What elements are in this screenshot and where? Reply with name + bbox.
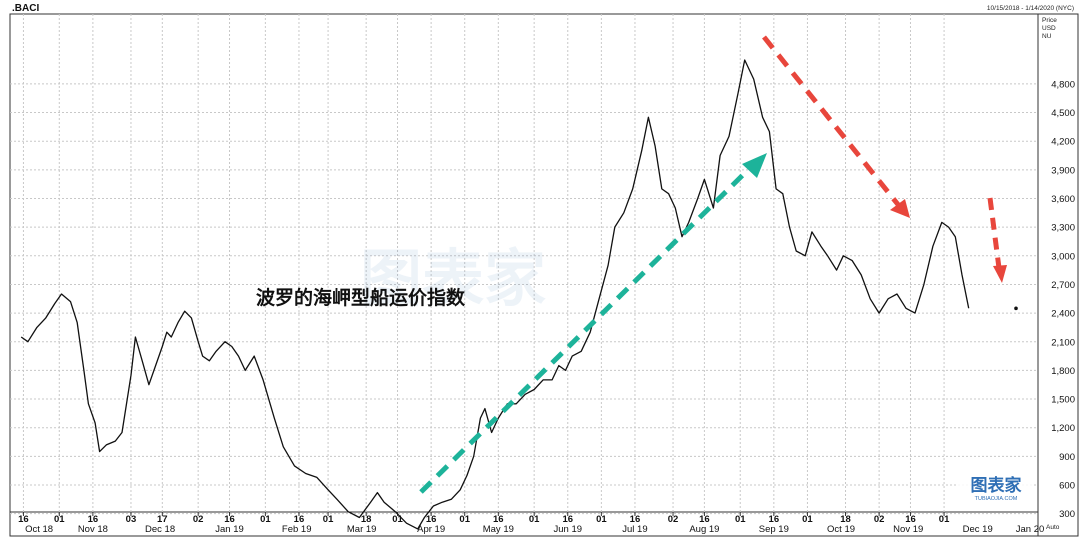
x-day-label: 01	[459, 514, 470, 525]
x-month-label: Oct 18	[25, 524, 53, 535]
x-day-label: 16	[224, 514, 235, 525]
y-tick-label: 900	[1059, 452, 1075, 463]
grid	[10, 14, 1038, 516]
chart-annotation: 波罗的海岬型船运价指数	[256, 286, 466, 309]
x-month-label: Jan 19	[215, 524, 244, 535]
y-tick-label: 600	[1059, 481, 1075, 492]
y-tick-label: 3,900	[1051, 165, 1075, 176]
y-tick-label: 4,800	[1051, 79, 1075, 90]
unit-price: Price	[1042, 17, 1057, 24]
y-tick-label: 2,100	[1051, 337, 1075, 348]
y-axis-labels: 300 600 900 1,200 1,500 1,800 2,100 2,400 2,700 3…	[1051, 79, 1075, 520]
x-day-label: 01	[596, 514, 607, 525]
x-day-label: 16	[630, 514, 641, 525]
x-day-label: 02	[193, 514, 204, 525]
date-range-label: 10/15/2018 - 1/14/2020 (NYC)	[987, 5, 1074, 12]
x-day-label: 18	[840, 514, 851, 525]
x-month-label: Jun 19	[553, 524, 582, 535]
x-day-label: 01	[735, 514, 746, 525]
baci-series-line	[20, 59, 970, 530]
auto-label[interactable]: Auto	[1046, 524, 1060, 531]
x-day-label: 01	[54, 514, 65, 525]
x-month-label: Jan 20	[1016, 524, 1045, 535]
x-month-label: Dec 18	[145, 524, 175, 535]
x-day-label: 18	[361, 514, 372, 525]
x-day-label: 03	[126, 514, 137, 525]
symbol-label: .BACI	[12, 3, 39, 14]
x-month-label: Sep 19	[759, 524, 789, 535]
x-month-label: Nov 18	[78, 524, 108, 535]
down-trend-arrow-2	[987, 197, 1007, 283]
x-month-label: Mar 19	[347, 524, 377, 535]
down-trend-arrow-1	[762, 35, 910, 218]
up-trend-arrow	[419, 153, 767, 494]
x-day-label: 16	[699, 514, 710, 525]
x-day-label: 17	[157, 514, 168, 525]
x-month-label: Oct 19	[827, 524, 855, 535]
unit-nu: NU	[1042, 33, 1052, 40]
y-tick-label: 3,600	[1051, 194, 1075, 205]
y-tick-label: 300	[1059, 509, 1075, 520]
x-day-label: 01	[392, 514, 403, 525]
x-day-label: 16	[493, 514, 504, 525]
x-month-label: Nov 19	[893, 524, 923, 535]
x-axis-labels: 16 01 16 03 17 02 16 01 16 01 18 01 16 01 16 01 16 01 16 02…	[18, 514, 1044, 535]
x-day-label: 01	[529, 514, 540, 525]
x-day-label: 02	[874, 514, 885, 525]
y-tick-label: 2,700	[1051, 280, 1075, 291]
y-tick-label: 3,000	[1051, 251, 1075, 262]
y-tick-label: 1,800	[1051, 366, 1075, 377]
unit-currency: USD	[1042, 25, 1056, 32]
y-tick-label: 2,400	[1051, 309, 1075, 320]
x-month-label: Jul 19	[622, 524, 647, 535]
x-day-label: 01	[323, 514, 334, 525]
y-tick-label: 4,200	[1051, 137, 1075, 148]
watermark: 图表家	[360, 242, 546, 315]
x-day-label: 16	[905, 514, 916, 525]
last-value-marker	[1014, 306, 1018, 311]
y-axis-band	[1037, 13, 1079, 537]
x-day-label: 16	[769, 514, 780, 525]
x-day-label: 01	[802, 514, 813, 525]
x-month-label: Aug 19	[689, 524, 719, 535]
y-tick-label: 1,500	[1051, 395, 1075, 406]
x-month-label: Feb 19	[282, 524, 312, 535]
x-day-label: 01	[260, 514, 271, 525]
x-day-label: 16	[294, 514, 305, 525]
logo-text: 图表家	[971, 475, 1022, 496]
y-tick-label: 4,500	[1051, 108, 1075, 119]
x-month-label: Dec 19	[963, 524, 993, 535]
x-day-label: 16	[88, 514, 99, 525]
x-day-label: 01	[939, 514, 950, 525]
y-tick-label: 3,300	[1051, 223, 1075, 234]
logo: 图表家 TUBIAOJIA.COM	[958, 474, 1034, 502]
x-day-label: 02	[668, 514, 679, 525]
x-day-label: 16	[426, 514, 437, 525]
logo-sub: TUBIAOJIA.COM	[975, 496, 1018, 502]
x-day-label: 16	[18, 514, 29, 525]
x-axis-band	[9, 511, 1039, 537]
x-month-label: Apr 19	[417, 524, 445, 535]
x-day-label: 16	[562, 514, 573, 525]
y-tick-label: 1,200	[1051, 423, 1075, 434]
x-month-label: May 19	[483, 524, 514, 535]
